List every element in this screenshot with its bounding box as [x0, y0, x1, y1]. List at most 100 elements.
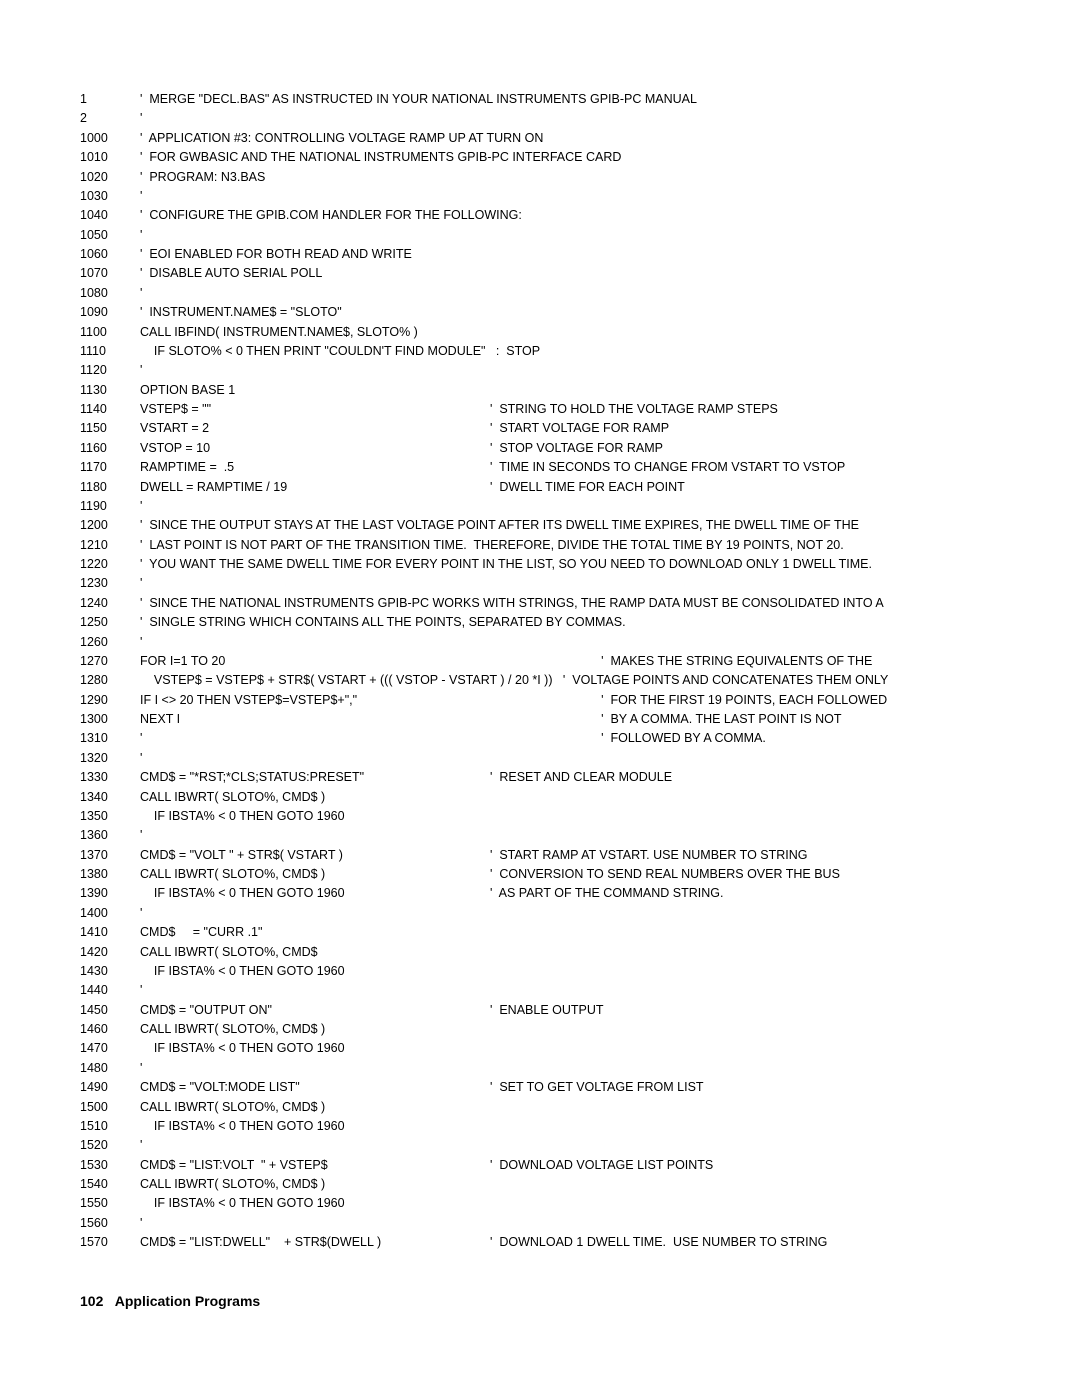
code-line: 1030' [80, 187, 1000, 206]
code-line: 1320' [80, 749, 1000, 768]
line-number: 1130 [80, 381, 140, 400]
line-number: 1290 [80, 691, 140, 710]
code-line: 1410CMD$ = "CURR .1" [80, 923, 1000, 942]
line-number: 1160 [80, 439, 140, 458]
line-number: 1380 [80, 865, 140, 884]
code-text: ' [140, 1136, 1000, 1155]
code-line: 1520' [80, 1136, 1000, 1155]
code-text: ' [140, 749, 1000, 768]
code-line: 1210' LAST POINT IS NOT PART OF THE TRAN… [80, 536, 1000, 555]
line-number: 1150 [80, 419, 140, 438]
code-text: ' CONFIGURE THE GPIB.COM HANDLER FOR THE… [140, 206, 1000, 225]
line-number: 2 [80, 109, 140, 128]
line-number: 1390 [80, 884, 140, 903]
line-number: 1080 [80, 284, 140, 303]
code-text: ' [140, 904, 1000, 923]
line-number: 1280 [80, 671, 140, 690]
code-text: CALL IBFIND( INSTRUMENT.NAME$, SLOTO% ) [140, 323, 1000, 342]
code-text: ' EOI ENABLED FOR BOTH READ AND WRITE [140, 245, 1000, 264]
line-number: 1490 [80, 1078, 140, 1097]
code-line: 1020' PROGRAM: N3.BAS [80, 168, 1000, 187]
code-line: 1070' DISABLE AUTO SERIAL POLL [80, 264, 1000, 283]
code-line: 1440' [80, 981, 1000, 1000]
line-number: 1020 [80, 168, 140, 187]
line-number: 1470 [80, 1039, 140, 1058]
line-number: 1140 [80, 400, 140, 419]
code-comment: ' FOLLOWED BY A COMMA. [490, 729, 1000, 748]
code-line: 1050' [80, 226, 1000, 245]
line-number: 1180 [80, 478, 140, 497]
code-line: 1290IF I <> 20 THEN VSTEP$=VSTEP$+"," ' … [80, 691, 1000, 710]
code-text: ' SINGLE STRING WHICH CONTAINS ALL THE P… [140, 613, 1000, 632]
code-line: 1330CMD$ = "*RST;*CLS;STATUS:PRESET"' RE… [80, 768, 1000, 787]
code-comment: ' DWELL TIME FOR EACH POINT [490, 478, 1000, 497]
code-line: 1380CALL IBWRT( SLOTO%, CMD$ )' CONVERSI… [80, 865, 1000, 884]
code-line: 1200' SINCE THE OUTPUT STAYS AT THE LAST… [80, 516, 1000, 535]
code-line: 1450CMD$ = "OUTPUT ON"' ENABLE OUTPUT [80, 1001, 1000, 1020]
code-listing: 1' MERGE "DECL.BAS" AS INSTRUCTED IN YOU… [80, 90, 1000, 1253]
code-comment: ' START VOLTAGE FOR RAMP [490, 419, 1000, 438]
line-number: 1170 [80, 458, 140, 477]
line-number: 1050 [80, 226, 140, 245]
code-line: 1560' [80, 1214, 1000, 1233]
code-line: 1460CALL IBWRT( SLOTO%, CMD$ ) [80, 1020, 1000, 1039]
code-text: ' [140, 284, 1000, 303]
line-number: 1030 [80, 187, 140, 206]
code-text: ' [140, 1214, 1000, 1233]
code-comment: ' STRING TO HOLD THE VOLTAGE RAMP STEPS [490, 400, 1000, 419]
code-comment: ' START RAMP AT VSTART. USE NUMBER TO ST… [490, 846, 1000, 865]
line-number: 1410 [80, 923, 140, 942]
code-text: CALL IBWRT( SLOTO%, CMD$ ) [140, 865, 490, 884]
code-comment: ' DOWNLOAD VOLTAGE LIST POINTS [490, 1156, 1000, 1175]
code-line: 1260' [80, 633, 1000, 652]
code-text: CMD$ = "*RST;*CLS;STATUS:PRESET" [140, 768, 490, 787]
code-line: 1120' [80, 361, 1000, 380]
code-text: VSTART = 2 [140, 419, 490, 438]
code-line: 1390 IF IBSTA% < 0 THEN GOTO 1960' AS PA… [80, 884, 1000, 903]
code-text: ' [140, 226, 1000, 245]
code-line: 1190' [80, 497, 1000, 516]
line-number: 1480 [80, 1059, 140, 1078]
code-line: 1220' YOU WANT THE SAME DWELL TIME FOR E… [80, 555, 1000, 574]
code-comment: ' BY A COMMA. THE LAST POINT IS NOT [490, 710, 1000, 729]
line-number: 1570 [80, 1233, 140, 1252]
code-text: DWELL = RAMPTIME / 19 [140, 478, 490, 497]
code-line: 1170RAMPTIME = .5' TIME IN SECONDS TO CH… [80, 458, 1000, 477]
code-text: ' [140, 1059, 1000, 1078]
line-number: 1100 [80, 323, 140, 342]
code-text: IF IBSTA% < 0 THEN GOTO 1960 [140, 1039, 1000, 1058]
line-number: 1120 [80, 361, 140, 380]
code-line: 1350 IF IBSTA% < 0 THEN GOTO 1960 [80, 807, 1000, 826]
line-number: 1190 [80, 497, 140, 516]
code-line: 1180DWELL = RAMPTIME / 19' DWELL TIME FO… [80, 478, 1000, 497]
line-number: 1560 [80, 1214, 140, 1233]
code-text: IF IBSTA% < 0 THEN GOTO 1960 [140, 884, 490, 903]
code-text: ' INSTRUMENT.NAME$ = "SLOTO" [140, 303, 1000, 322]
code-line: 1550 IF IBSTA% < 0 THEN GOTO 1960 [80, 1194, 1000, 1213]
code-text: ' APPLICATION #3: CONTROLLING VOLTAGE RA… [140, 129, 1000, 148]
code-comment: ' FOR THE FIRST 19 POINTS, EACH FOLLOWED [490, 691, 1000, 710]
code-line: 1480' [80, 1059, 1000, 1078]
code-text: ' [140, 826, 1000, 845]
code-line: 1110 IF SLOTO% < 0 THEN PRINT "COULDN'T … [80, 342, 1000, 361]
code-line: 1160VSTOP = 10' STOP VOLTAGE FOR RAMP [80, 439, 1000, 458]
code-text: ' [140, 109, 1000, 128]
code-text: ' PROGRAM: N3.BAS [140, 168, 1000, 187]
code-text: VSTEP$ = VSTEP$ + STR$( VSTART + ((( VST… [140, 671, 1000, 690]
code-comment: ' TIME IN SECONDS TO CHANGE FROM VSTART … [490, 458, 1000, 477]
page-number: 102 [80, 1293, 103, 1309]
code-comment: ' MAKES THE STRING EQUIVALENTS OF THE [490, 652, 1000, 671]
code-line: 1090' INSTRUMENT.NAME$ = "SLOTO" [80, 303, 1000, 322]
code-text: ' SINCE THE OUTPUT STAYS AT THE LAST VOL… [140, 516, 1000, 535]
code-text: ' [140, 361, 1000, 380]
line-number: 1200 [80, 516, 140, 535]
code-text: ' [140, 574, 1000, 593]
code-line: 1490CMD$ = "VOLT:MODE LIST"' SET TO GET … [80, 1078, 1000, 1097]
code-text: ' LAST POINT IS NOT PART OF THE TRANSITI… [140, 536, 1000, 555]
code-text: ' [140, 187, 1000, 206]
code-line: 1040' CONFIGURE THE GPIB.COM HANDLER FOR… [80, 206, 1000, 225]
line-number: 1370 [80, 846, 140, 865]
line-number: 1040 [80, 206, 140, 225]
code-line: 1540CALL IBWRT( SLOTO%, CMD$ ) [80, 1175, 1000, 1194]
code-line: 1080' [80, 284, 1000, 303]
